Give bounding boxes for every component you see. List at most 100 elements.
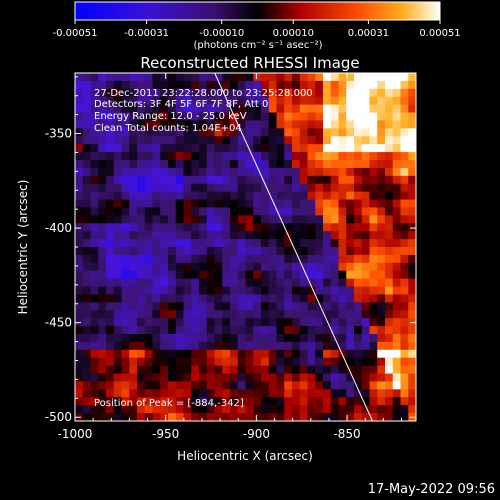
- heatmap-cell: [361, 349, 371, 359]
- heatmap-cell: [276, 413, 285, 421]
- heatmap-cell: [160, 357, 169, 367]
- heatmap-cell: [168, 144, 177, 153]
- heatmap-cell: [338, 349, 347, 359]
- heatmap-cell: [400, 152, 409, 161]
- heatmap-cell: [408, 160, 416, 169]
- heatmap-cell: [137, 104, 146, 114]
- heatmap-cell: [98, 278, 107, 288]
- heatmap-cell: [361, 167, 371, 177]
- heatmap-cell: [230, 160, 239, 169]
- heatmap-cell: [400, 239, 409, 248]
- heatmap-cell: [82, 223, 92, 232]
- heatmap-cell: [129, 223, 138, 232]
- heatmap-cell: [276, 136, 285, 145]
- heatmap-cell: [237, 357, 247, 367]
- heatmap-cell: [245, 120, 254, 129]
- heatmap-cell: [315, 294, 324, 303]
- heatmap-cell: [160, 223, 169, 232]
- heatmap-cell: [106, 207, 115, 216]
- heatmap-cell: [106, 112, 115, 122]
- heatmap-cell: [253, 270, 262, 280]
- heatmap-cell: [354, 302, 363, 311]
- heatmap-cell: [121, 128, 130, 137]
- heatmap-cell: [175, 247, 185, 256]
- heatmap-cell: [199, 286, 208, 296]
- heatmap-cell: [75, 405, 84, 414]
- heatmap-cell: [385, 136, 394, 145]
- heatmap-cell: [160, 152, 169, 161]
- heatmap-cell: [183, 302, 192, 311]
- heatmap-cell: [330, 239, 340, 248]
- heatmap-cell: [292, 365, 301, 375]
- heatmap-cell: [237, 207, 247, 216]
- heatmap-cell: [323, 112, 332, 122]
- heatmap-cell: [137, 326, 146, 335]
- heatmap-cell: [307, 357, 316, 367]
- heatmap-cell: [268, 294, 278, 303]
- heatmap-cell: [292, 310, 301, 319]
- heatmap-cell: [253, 349, 262, 359]
- heatmap-cell: [98, 294, 107, 303]
- heatmap-cell: [245, 160, 254, 169]
- heatmap-cell: [253, 413, 262, 421]
- heatmap-cell: [199, 191, 208, 201]
- heatmap-cell: [385, 223, 394, 232]
- colorbar-unit-label: (photons cm⁻² s⁻¹ asec⁻²): [193, 40, 322, 51]
- heatmap-cell: [292, 191, 301, 201]
- heatmap-cell: [222, 381, 231, 390]
- heatmap-cell: [292, 128, 301, 137]
- heatmap-cell: [206, 357, 216, 367]
- heatmap-cell: [276, 128, 285, 137]
- heatmap-cell: [261, 73, 270, 82]
- heatmap-cell: [175, 397, 185, 406]
- heatmap-cell: [82, 239, 92, 248]
- heatmap-cell: [144, 215, 154, 224]
- heatmap-cell: [253, 389, 262, 398]
- heatmap-cell: [137, 365, 146, 375]
- heatmap-cell: [307, 286, 316, 296]
- heatmap-cell: [330, 254, 340, 264]
- heatmap-cell: [354, 167, 363, 177]
- heatmap-cell: [199, 152, 208, 161]
- heatmap-cell: [113, 405, 123, 414]
- heatmap-cell: [392, 254, 402, 264]
- heatmap-cell: [90, 349, 99, 359]
- heatmap-cell: [90, 405, 99, 414]
- heatmap-cell: [98, 247, 107, 256]
- heatmap-cell: [129, 389, 138, 398]
- heatmap-cell: [400, 231, 409, 240]
- heatmap-cell: [237, 183, 247, 193]
- heatmap-cell: [261, 334, 270, 343]
- heatmap-cell: [315, 389, 324, 398]
- heatmap-cell: [168, 413, 177, 421]
- heatmap-cell: [261, 341, 270, 351]
- heatmap-cell: [354, 365, 363, 375]
- heatmap-cell: [292, 294, 301, 303]
- heatmap-cell: [261, 191, 270, 201]
- heatmap-cell: [160, 270, 169, 280]
- heatmap-cell: [400, 389, 409, 398]
- heatmap-cell: [253, 223, 262, 232]
- heatmap-cell: [330, 397, 340, 406]
- heatmap-cell: [338, 128, 347, 137]
- heatmap-cell: [276, 373, 285, 383]
- heatmap-cell: [191, 136, 200, 145]
- heatmap-cell: [253, 167, 262, 177]
- heatmap-cell: [106, 191, 115, 201]
- heatmap-cell: [323, 357, 332, 367]
- heatmap-cell: [214, 128, 223, 137]
- heatmap-cell: [90, 104, 99, 114]
- heatmap-cell: [191, 223, 200, 232]
- heatmap-cell: [168, 381, 177, 390]
- heatmap-cell: [98, 286, 107, 296]
- heatmap-cell: [385, 334, 394, 343]
- heatmap-cell: [369, 239, 378, 248]
- heatmap-cell: [129, 413, 138, 421]
- heatmap-cell: [98, 318, 107, 327]
- heatmap-cell: [175, 96, 185, 106]
- heatmap-cell: [284, 223, 293, 232]
- heatmap-cell: [175, 160, 185, 169]
- heatmap-cell: [90, 136, 99, 145]
- heatmap-cell: [191, 413, 200, 421]
- heatmap-cell: [307, 413, 316, 421]
